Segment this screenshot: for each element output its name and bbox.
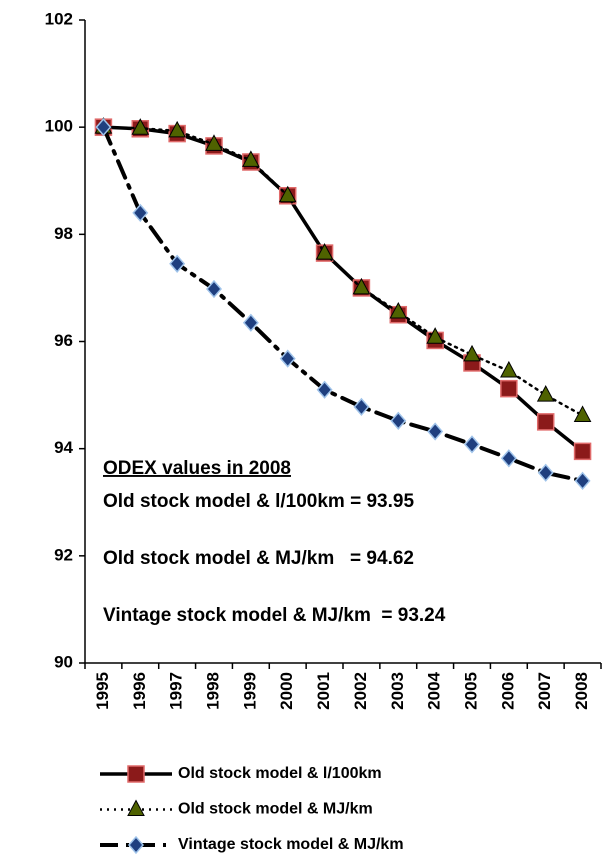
point bbox=[463, 344, 481, 362]
legend-label: Vintage stock model & MJ/km bbox=[178, 836, 404, 853]
annotation: Vintage stock model & MJ/km = 93.24 bbox=[103, 605, 446, 626]
point bbox=[279, 349, 296, 368]
point bbox=[500, 449, 517, 468]
x-tick-label: 2001 bbox=[314, 672, 333, 710]
point bbox=[352, 277, 371, 295]
x-tick-label: 2000 bbox=[277, 672, 296, 710]
y-tick-label: 100 bbox=[45, 117, 73, 136]
point bbox=[573, 442, 592, 461]
x-tick-label: 2007 bbox=[535, 672, 554, 710]
annotation: Old stock model & l/100km = 93.95 bbox=[103, 491, 414, 512]
point bbox=[278, 185, 297, 203]
point bbox=[574, 471, 591, 490]
legend-label: Old stock model & l/100km bbox=[178, 765, 382, 782]
y-tick-label: 98 bbox=[54, 224, 73, 243]
point bbox=[169, 254, 186, 273]
y-tick-label: 96 bbox=[54, 331, 73, 350]
annotation-heading: ODEX values in 2008 bbox=[103, 458, 291, 479]
point bbox=[205, 134, 223, 151]
x-tick-label: 2002 bbox=[351, 672, 370, 710]
x-tick-label: 1998 bbox=[203, 672, 222, 710]
point bbox=[95, 118, 112, 137]
point bbox=[315, 243, 334, 260]
annotation: Old stock model & MJ/km = 94.62 bbox=[103, 548, 414, 569]
point bbox=[536, 385, 555, 402]
point bbox=[131, 118, 150, 135]
legend-marker bbox=[127, 765, 145, 783]
x-tick-label: 1995 bbox=[93, 672, 112, 710]
point bbox=[464, 435, 480, 454]
point bbox=[426, 327, 444, 344]
point bbox=[353, 397, 370, 417]
point bbox=[168, 120, 186, 138]
x-tick-label: 1999 bbox=[240, 672, 259, 710]
point bbox=[316, 380, 333, 399]
point bbox=[389, 301, 408, 319]
point bbox=[132, 203, 149, 223]
point bbox=[206, 279, 222, 299]
x-tick-label: 2006 bbox=[498, 672, 517, 710]
point bbox=[500, 379, 518, 398]
point bbox=[242, 150, 260, 167]
y-tick-label: 90 bbox=[54, 652, 73, 671]
x-tick-label: 2003 bbox=[388, 672, 407, 710]
y-tick-label: 94 bbox=[54, 438, 73, 457]
x-tick-label: 2004 bbox=[425, 671, 444, 709]
legend-label: Old stock model & MJ/km bbox=[178, 801, 373, 818]
x-tick-label: 1996 bbox=[130, 672, 149, 710]
legend-marker bbox=[128, 835, 144, 855]
x-tick-label: 2005 bbox=[461, 672, 480, 710]
point bbox=[500, 360, 518, 378]
point bbox=[390, 411, 407, 430]
point bbox=[427, 422, 444, 441]
point bbox=[242, 313, 259, 332]
x-tick-label: 1997 bbox=[167, 672, 186, 710]
point bbox=[537, 463, 554, 482]
point bbox=[536, 413, 555, 431]
series-line bbox=[101, 125, 585, 483]
series-line bbox=[101, 125, 585, 454]
y-tick-label: 92 bbox=[54, 545, 73, 564]
y-tick-label: 102 bbox=[45, 9, 73, 28]
x-tick-label: 2008 bbox=[572, 672, 591, 710]
legend-marker bbox=[127, 799, 145, 816]
point bbox=[573, 405, 592, 422]
